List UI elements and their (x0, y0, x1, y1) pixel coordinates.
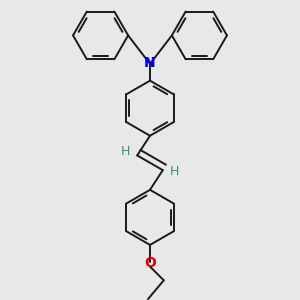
Text: H: H (170, 165, 179, 178)
Text: N: N (144, 56, 156, 70)
Text: O: O (144, 256, 156, 270)
Text: H: H (121, 145, 130, 158)
